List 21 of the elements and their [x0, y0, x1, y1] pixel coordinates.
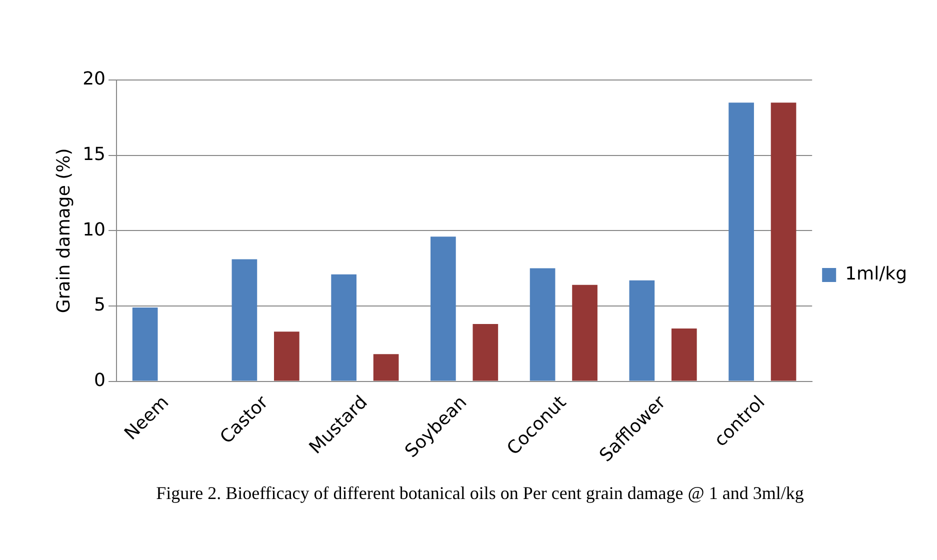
bar	[530, 268, 556, 381]
y-tick-label: 10	[82, 219, 106, 240]
bar	[430, 236, 456, 381]
caption: Figure 2. Bioefficacy of different botanical oils on Per cent grain damage @ 1 and 3ml/kg	[155, 482, 805, 505]
bar	[770, 102, 796, 381]
y-tick-label: 15	[82, 144, 106, 165]
bar	[572, 284, 598, 381]
bar	[373, 354, 399, 381]
y-tick-label: 5	[94, 294, 106, 316]
bar	[232, 259, 258, 381]
bar	[629, 280, 655, 381]
y-tick-label: 0	[94, 370, 106, 391]
bar	[331, 274, 356, 381]
bar	[274, 332, 300, 381]
y-axis-title: Grain damage (%)	[53, 148, 74, 314]
bar	[671, 328, 697, 381]
bar	[132, 307, 158, 381]
bar	[728, 102, 754, 381]
legend-label: 1ml/kg	[845, 264, 908, 285]
bar	[472, 324, 498, 381]
y-tick-label: 20	[82, 68, 106, 90]
